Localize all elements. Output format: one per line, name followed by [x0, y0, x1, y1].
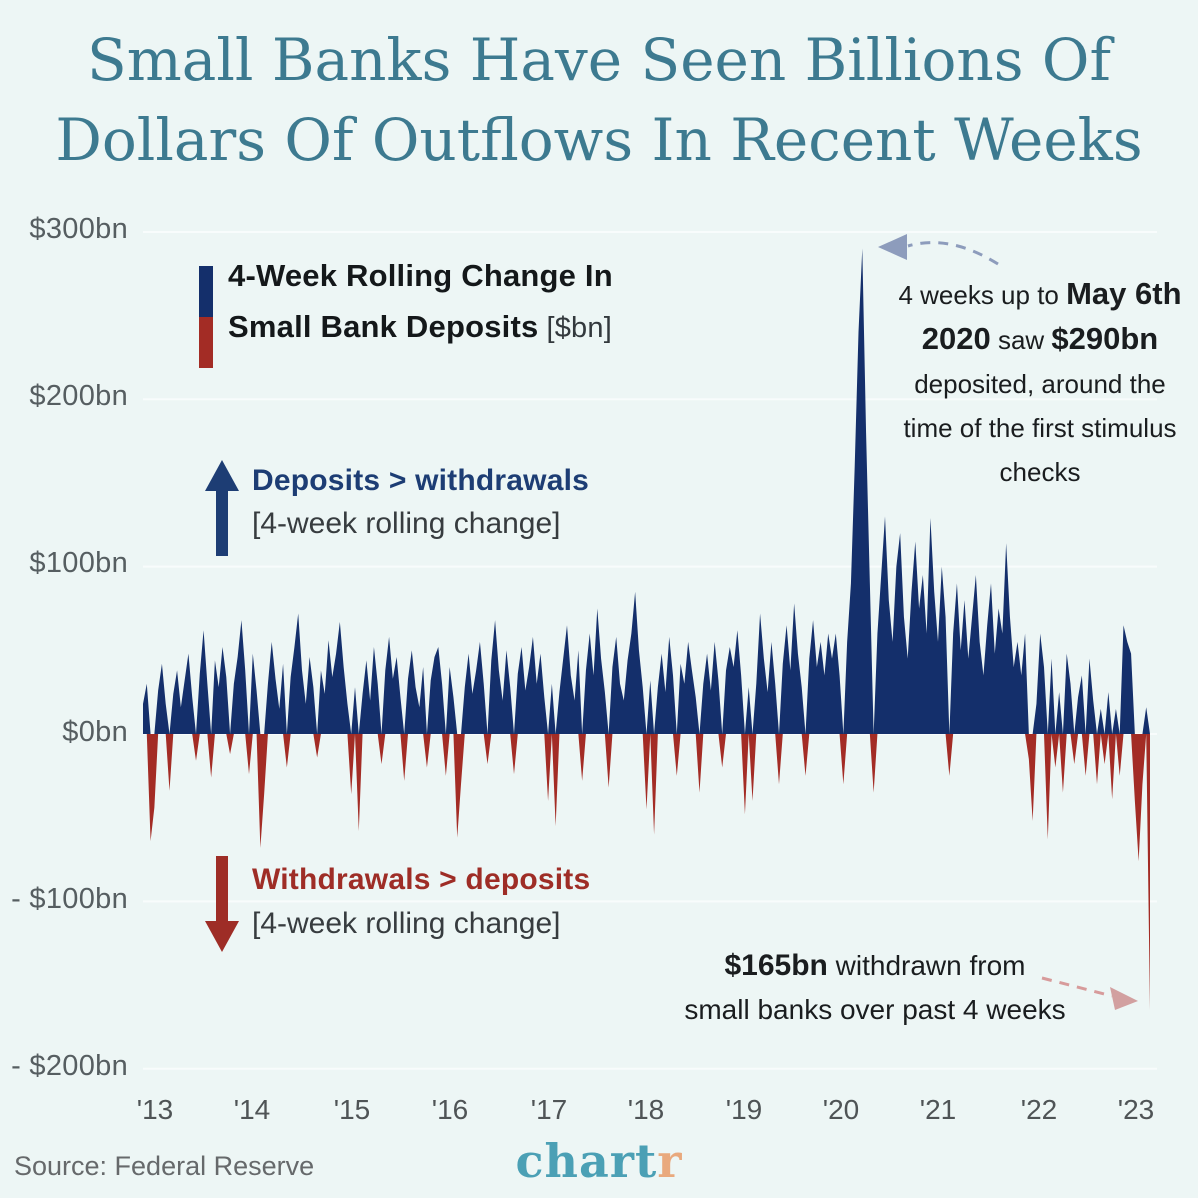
annotation-line: 2020 saw $290bn	[884, 317, 1196, 362]
deposits-note-title: Deposits > withdrawals	[252, 464, 589, 497]
annotation-emphasis: May 6th	[1066, 276, 1182, 311]
legend-line2: Small Bank Deposits [$bn]	[228, 301, 613, 354]
annotation-emphasis: $165bn	[724, 949, 828, 982]
chart-title: Small Banks Have Seen Billions Of Dollar…	[0, 20, 1198, 180]
peak-annotation: 4 weeks up to May 6th 2020 saw $290bn depo…	[884, 272, 1196, 494]
annotation-line: small banks over past 4 weeks	[650, 988, 1100, 1032]
y-axis-label: - $100bn	[11, 883, 128, 915]
withdrawals-note-title: Withdrawals > deposits	[252, 863, 591, 896]
x-axis-label: '17	[530, 1094, 568, 1125]
annotation-text: withdrawn from	[827, 950, 1026, 981]
chartr-logo: chartr	[0, 1134, 1198, 1188]
x-axis-label: '22	[1020, 1094, 1058, 1125]
deposits-note-subtitle: [4-week rolling change]	[252, 507, 561, 540]
x-axis-label: '23	[1117, 1094, 1155, 1125]
x-axis-label: '19	[725, 1094, 763, 1125]
negative-withdrawals-area	[143, 734, 1150, 1011]
annotation-line: $165bn withdrawn from	[650, 944, 1100, 988]
y-axis-label: $300bn	[29, 213, 128, 245]
legend-swatch-deposits	[199, 266, 213, 317]
chart-title-line1: Small Banks Have Seen Billions Of	[87, 26, 1111, 94]
legend-swatch	[199, 266, 213, 368]
positive-deposits-area	[143, 248, 1150, 734]
withdrawals-note-subtitle: [4-week rolling change]	[252, 907, 561, 940]
x-axis-label: '16	[431, 1094, 469, 1125]
y-axis-label: - $200bn	[11, 1050, 128, 1082]
chart-title-line2: Dollars Of Outflows In Recent Weeks	[55, 106, 1143, 175]
x-axis-label: '13	[136, 1094, 174, 1125]
x-axis-label: '21	[919, 1094, 957, 1125]
annotation-line: 4 weeks up to May 6th	[884, 272, 1196, 317]
outflow-annotation: $165bn withdrawn from small banks over pa…	[650, 944, 1100, 1032]
deposits-area-chart	[143, 231, 1157, 1070]
annotation-text: time of the first stimulus	[903, 413, 1177, 443]
y-axis-label: $0bn	[62, 716, 128, 748]
x-axis-label: '20	[822, 1094, 860, 1125]
y-axis-label: $100bn	[29, 547, 128, 579]
annotation-emphasis: 2020	[921, 321, 991, 356]
legend-swatch-withdrawals	[199, 317, 213, 368]
legend-unit: [$bn]	[546, 312, 612, 344]
legend: 4-Week Rolling Change In Small Bank Depo…	[228, 250, 613, 354]
logo-main: chart	[515, 1134, 658, 1188]
annotation-line: time of the first stimulus	[884, 406, 1196, 450]
annotation-text: 4 weeks up to	[898, 280, 1067, 310]
annotation-text: deposited, around the	[914, 369, 1166, 399]
annotation-text: small banks over past 4 weeks	[684, 994, 1066, 1025]
legend-series-name: Small Bank Deposits	[228, 309, 539, 344]
annotation-emphasis: $290bn	[1051, 321, 1159, 356]
legend-line1: 4-Week Rolling Change In	[228, 258, 613, 293]
x-axis-label: '18	[627, 1094, 665, 1125]
logo-accent: r	[657, 1134, 683, 1188]
annotation-line: deposited, around the	[884, 362, 1196, 406]
x-axis-label: '15	[333, 1094, 371, 1125]
source-credit: Source: Federal Reserve	[14, 1151, 315, 1181]
annotation-line: checks	[884, 450, 1196, 494]
x-axis-label: '14	[233, 1094, 271, 1125]
down-arrow-icon	[205, 856, 239, 952]
annotation-text: saw	[990, 325, 1052, 355]
up-arrow-icon	[205, 460, 239, 556]
annotation-text: checks	[999, 457, 1081, 487]
y-axis-label: $200bn	[29, 380, 128, 412]
